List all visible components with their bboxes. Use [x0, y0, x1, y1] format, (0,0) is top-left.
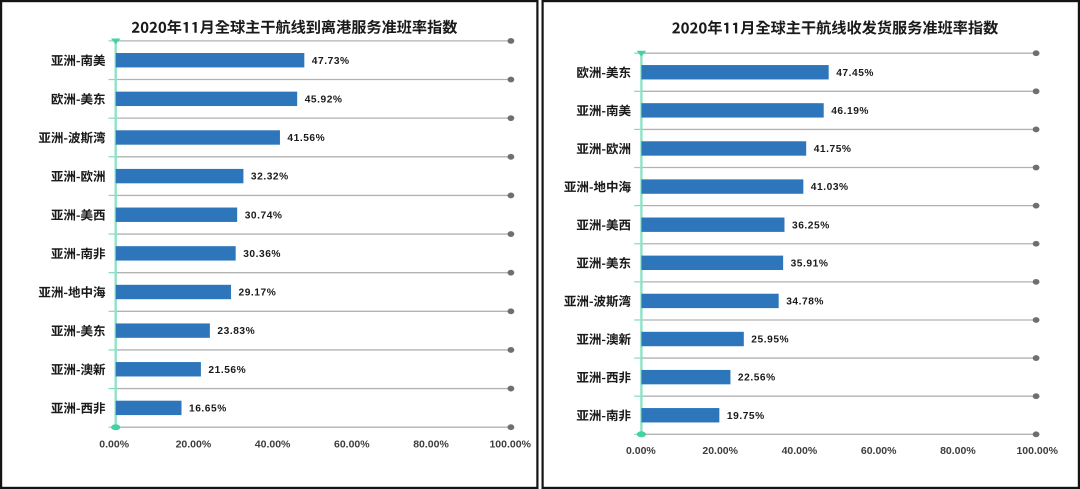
svg-text:60.00%: 60.00%: [861, 445, 897, 457]
svg-text:29.17%: 29.17%: [239, 288, 277, 299]
svg-text:47.45%: 47.45%: [836, 68, 874, 79]
svg-text:16.65%: 16.65%: [189, 403, 227, 414]
svg-text:40.00%: 40.00%: [255, 438, 291, 450]
svg-text:34.78%: 34.78%: [786, 297, 824, 308]
svg-text:41.03%: 41.03%: [811, 182, 849, 193]
svg-text:25.95%: 25.95%: [751, 335, 789, 346]
svg-text:35.91%: 35.91%: [791, 258, 829, 269]
svg-text:46.19%: 46.19%: [831, 106, 869, 117]
svg-text:19.75%: 19.75%: [727, 411, 765, 422]
svg-text:30.36%: 30.36%: [243, 249, 281, 260]
svg-text:32.32%: 32.32%: [251, 172, 289, 183]
svg-text:23.83%: 23.83%: [217, 326, 255, 337]
svg-text:80.00%: 80.00%: [940, 445, 976, 457]
svg-text:20.00%: 20.00%: [176, 438, 212, 450]
svg-text:100.00%: 100.00%: [489, 438, 531, 450]
svg-text:47.73%: 47.73%: [312, 56, 350, 67]
svg-text:45.92%: 45.92%: [305, 94, 343, 105]
svg-text:41.56%: 41.56%: [287, 133, 325, 144]
svg-text:41.75%: 41.75%: [814, 144, 852, 155]
svg-text:20.00%: 20.00%: [702, 445, 738, 457]
svg-text:80.00%: 80.00%: [413, 438, 449, 450]
svg-text:100.00%: 100.00%: [1016, 445, 1058, 457]
svg-text:36.25%: 36.25%: [792, 220, 830, 231]
svg-text:60.00%: 60.00%: [334, 438, 370, 450]
svg-text:0.00%: 0.00%: [99, 438, 129, 450]
svg-text:22.56%: 22.56%: [738, 373, 776, 384]
svg-text:21.56%: 21.56%: [208, 365, 246, 376]
svg-text:0.00%: 0.00%: [626, 445, 656, 457]
svg-text:30.74%: 30.74%: [245, 210, 283, 221]
svg-text:40.00%: 40.00%: [782, 445, 818, 457]
